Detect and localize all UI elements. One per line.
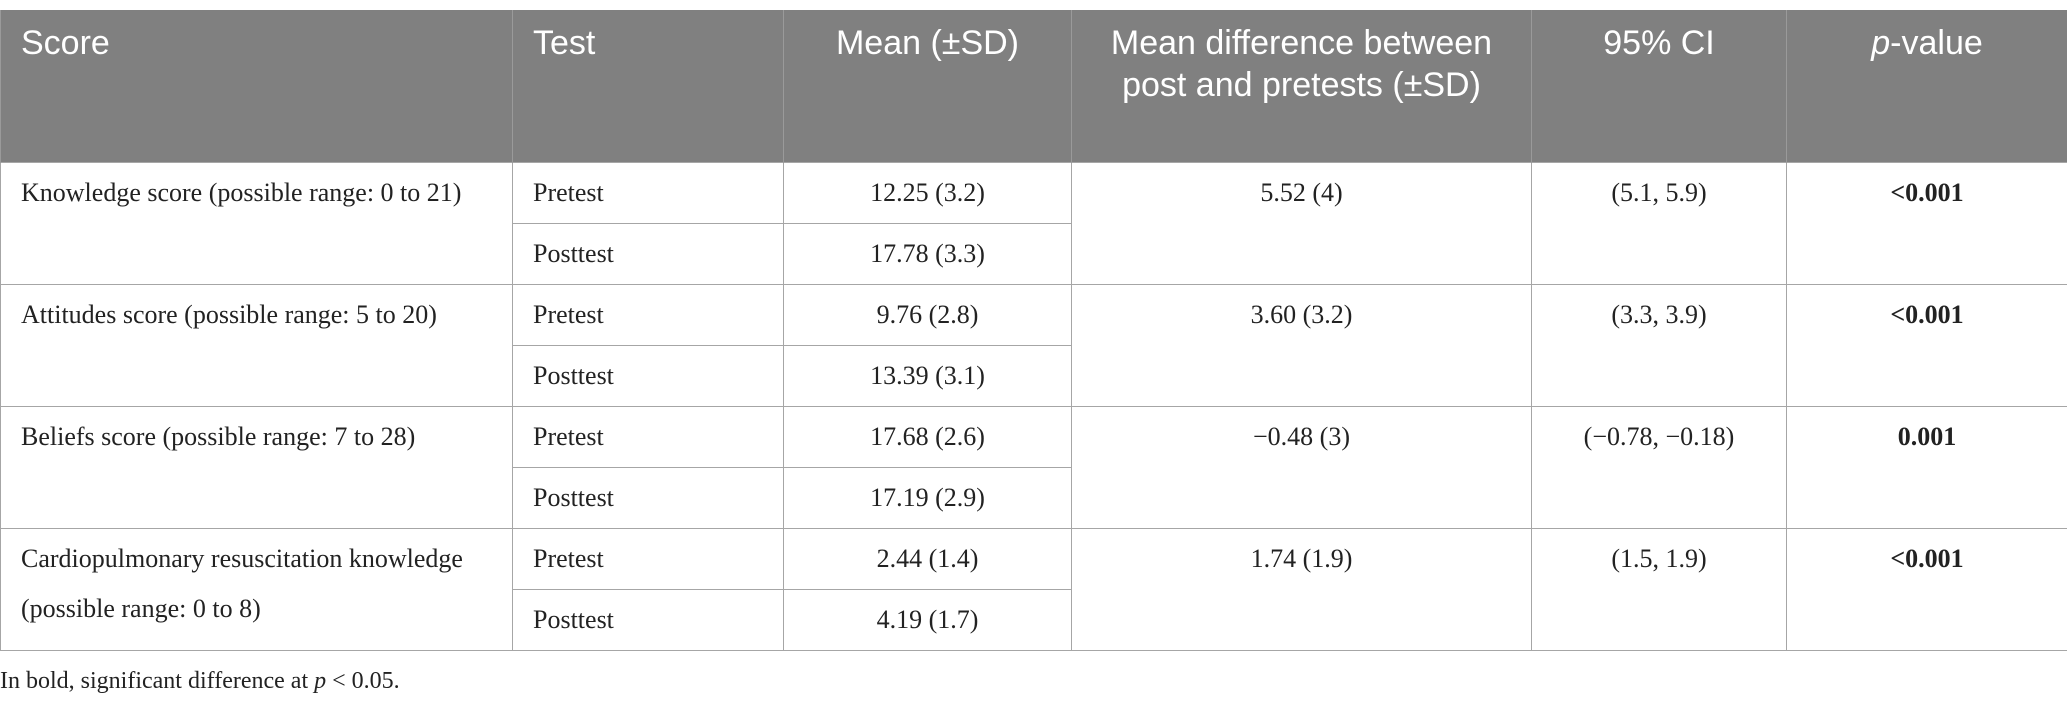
mean-cell: 2.44 (1.4)	[783, 527, 1072, 590]
test-cell: Pretest	[512, 283, 784, 346]
score-cell: Knowledge score (possible range: 0 to 21…	[0, 161, 513, 285]
score-cell: Attitudes score (possible range: 5 to 20…	[0, 283, 513, 407]
score-cell: Beliefs score (possible range: 7 to 28)	[0, 405, 513, 529]
header-p-value: p-value	[1786, 10, 2067, 162]
table-row: Beliefs score (possible range: 7 to 28) …	[0, 405, 2067, 529]
table-row: Cardiopulmonary resuscitation knowledge …	[0, 527, 2067, 651]
p-value-cell: 0.001	[1786, 405, 2067, 529]
header-row: Score Test Mean (±SD) Mean difference be…	[0, 10, 2067, 162]
table-body: Knowledge score (possible range: 0 to 21…	[0, 161, 2067, 651]
p-value-cell: <0.001	[1786, 283, 2067, 407]
mean-cell: 17.68 (2.6)	[783, 405, 1072, 468]
mean-cell: 4.19 (1.7)	[783, 588, 1072, 651]
results-table: Score Test Mean (±SD) Mean difference be…	[0, 10, 2067, 651]
table-header: Score Test Mean (±SD) Mean difference be…	[0, 10, 2067, 162]
test-cell: Pretest	[512, 527, 784, 590]
ci-cell: (3.3, 3.9)	[1531, 283, 1787, 407]
p-value-cell: <0.001	[1786, 527, 2067, 651]
score-cell: Cardiopulmonary resuscitation knowledge …	[0, 527, 513, 651]
mean-cell: 17.19 (2.9)	[783, 466, 1072, 529]
ci-cell: (−0.78, −0.18)	[1531, 405, 1787, 529]
mean-cell: 17.78 (3.3)	[783, 222, 1072, 285]
header-mean: Mean (±SD)	[783, 10, 1072, 162]
table-row: Posttest 4.19 (1.7)	[1, 588, 2067, 651]
footnote-suffix: < 0.05.	[326, 668, 400, 694]
ci-cell: (5.1, 5.9)	[1531, 161, 1787, 285]
mean-difference-cell: 5.52 (4)	[1071, 161, 1532, 285]
table-row: Posttest 17.78 (3.3)	[1, 222, 2067, 285]
mean-difference-cell: −0.48 (3)	[1071, 405, 1532, 529]
p-value-cell: <0.001	[1786, 161, 2067, 285]
mean-cell: 9.76 (2.8)	[783, 283, 1072, 346]
header-p-italic: p	[1871, 24, 1891, 62]
table-footnote: In bold, significant difference at p < 0…	[0, 668, 400, 695]
test-cell: Posttest	[512, 344, 784, 407]
header-score: Score	[0, 10, 513, 162]
footnote-p-italic: p	[314, 668, 327, 694]
mean-cell: 13.39 (3.1)	[783, 344, 1072, 407]
header-p-rest: -value	[1890, 24, 1983, 62]
test-cell: Posttest	[512, 222, 784, 285]
ci-cell: (1.5, 1.9)	[1531, 527, 1787, 651]
test-cell: Posttest	[512, 588, 784, 651]
mean-cell: 12.25 (3.2)	[783, 161, 1072, 224]
header-ci: 95% CI	[1531, 10, 1787, 162]
results-table-container: Score Test Mean (±SD) Mean difference be…	[0, 10, 2067, 651]
table-row: Attitudes score (possible range: 5 to 20…	[0, 283, 2067, 407]
header-test: Test	[512, 10, 784, 162]
mean-difference-cell: 1.74 (1.9)	[1071, 527, 1532, 651]
mean-difference-cell: 3.60 (3.2)	[1071, 283, 1532, 407]
footnote-prefix: In bold, significant difference at	[0, 668, 315, 694]
table-row: Posttest 17.19 (2.9)	[1, 466, 2067, 529]
table-row: Knowledge score (possible range: 0 to 21…	[0, 161, 2067, 285]
test-cell: Posttest	[512, 466, 784, 529]
header-mean-difference: Mean difference between post and pretest…	[1071, 10, 1532, 162]
test-cell: Pretest	[512, 161, 784, 224]
test-cell: Pretest	[512, 405, 784, 468]
